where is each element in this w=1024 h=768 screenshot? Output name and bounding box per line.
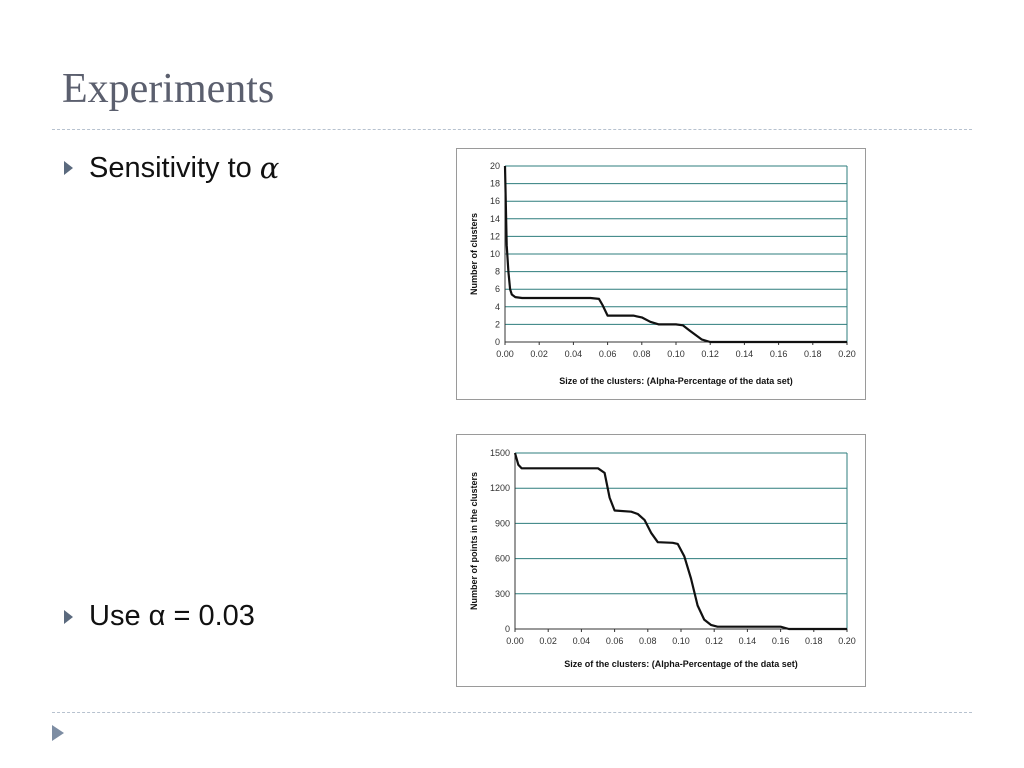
next-slide-icon[interactable] <box>52 725 64 741</box>
y-tick-label: 0 <box>505 624 510 634</box>
y-tick-label: 0 <box>495 337 500 347</box>
bullet-text: Use α = 0.03 <box>89 600 255 632</box>
x-tick-label: 0.12 <box>705 636 723 646</box>
x-tick-label: 0.18 <box>804 349 822 359</box>
y-tick-label: 600 <box>495 554 510 564</box>
x-tick-label: 0.08 <box>639 636 657 646</box>
x-tick-label: 0.14 <box>739 636 757 646</box>
x-tick-label: 0.08 <box>633 349 651 359</box>
x-axis-label: Size of the clusters: (Alpha-Percentage … <box>559 376 793 386</box>
x-tick-label: 0.18 <box>805 636 823 646</box>
bullet-sensitivity: Sensitivity to α <box>64 151 279 185</box>
title-divider <box>52 129 972 130</box>
bullet-use-alpha: Use α = 0.03 <box>64 600 255 633</box>
x-tick-label: 0.02 <box>530 349 548 359</box>
y-tick-label: 12 <box>490 231 500 241</box>
y-tick-label: 2 <box>495 319 500 329</box>
triangle-right-icon <box>64 161 73 175</box>
y-tick-label: 1200 <box>490 483 510 493</box>
x-tick-label: 0.16 <box>770 349 788 359</box>
x-tick-label: 0.00 <box>496 349 514 359</box>
alpha-symbol: α <box>259 151 280 185</box>
y-tick-label: 14 <box>490 214 500 224</box>
bullet-text: Sensitivity to <box>89 151 252 184</box>
x-tick-label: 0.06 <box>599 349 617 359</box>
chart-clusters-frame: 0 2 4 6 8 10 12 14 16 18 20 0.00 0.02 0.04 0.06 0.08 0.1… <box>456 148 866 400</box>
chart-number-of-points: 0 300 600 900 1200 1500 0.00 0.02 0.04 0.06 0.08 0.… <box>469 448 856 669</box>
y-tick-label: 10 <box>490 249 500 259</box>
x-tick-label: 0.06 <box>606 636 624 646</box>
footer-divider <box>52 712 972 713</box>
y-tick-label: 300 <box>495 589 510 599</box>
chart-points-frame: 0 300 600 900 1200 1500 0.00 0.02 0.04 0.06 0.08 0.… <box>456 434 866 687</box>
y-tick-label: 8 <box>495 267 500 277</box>
y-tick-label: 4 <box>495 302 500 312</box>
x-tick-label: 0.02 <box>539 636 557 646</box>
y-axis-label: Number of points in the clusters <box>469 472 479 610</box>
y-tick-label: 16 <box>490 196 500 206</box>
series-line <box>503 165 847 344</box>
x-tick-label: 0.16 <box>772 636 790 646</box>
x-tick-label: 0.20 <box>838 636 856 646</box>
triangle-right-icon <box>64 609 73 624</box>
x-tick-label: 0.04 <box>565 349 583 359</box>
y-tick-label: 6 <box>495 284 500 294</box>
x-tick-label: 0.14 <box>736 349 754 359</box>
x-tick-label: 0.04 <box>573 636 591 646</box>
x-tick-label: 0.00 <box>506 636 524 646</box>
x-tick-label: 0.12 <box>701 349 719 359</box>
y-tick-label: 18 <box>490 179 500 189</box>
x-axis-label: Size of the clusters: (Alpha-Percentage … <box>564 659 798 669</box>
x-tick-label: 0.20 <box>838 349 856 359</box>
y-axis-label: Number of clusters <box>469 213 479 295</box>
y-tick-label: 900 <box>495 518 510 528</box>
y-tick-label: 20 <box>490 161 500 171</box>
slide-title: Experiments <box>62 66 275 112</box>
series-line <box>513 452 847 631</box>
x-tick-label: 0.10 <box>672 636 690 646</box>
y-tick-label: 1500 <box>490 448 510 458</box>
x-tick-label: 0.10 <box>667 349 685 359</box>
chart-number-of-clusters: 0 2 4 6 8 10 12 14 16 18 20 0.00 0.02 0.04 0.06 0.08 0.1… <box>469 161 856 386</box>
